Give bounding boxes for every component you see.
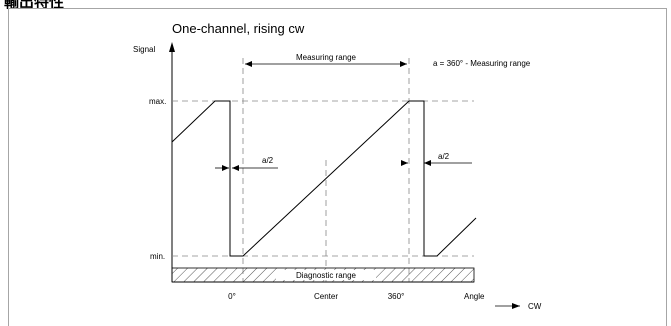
min-label: min. <box>150 252 165 261</box>
zero-degree-label: 0° <box>228 292 236 301</box>
diagnostic-range-label-bg <box>276 270 376 280</box>
a-definition-label: a = 360° - Measuring range <box>433 59 531 68</box>
diagnostic-range-label: Diagnostic range <box>296 271 357 280</box>
y-axis-label: Signal <box>133 45 155 54</box>
a-half-right-label: a/2 <box>438 152 450 161</box>
measuring-range-arrow-left <box>245 61 252 67</box>
measuring-range-arrow-right <box>400 61 407 67</box>
signal-trace <box>171 100 477 257</box>
full-turn-label: 360° <box>388 292 405 301</box>
a-half-left-label: a/2 <box>262 156 274 165</box>
max-label: max. <box>149 97 166 106</box>
page-heading: 輸出特性 <box>4 0 65 11</box>
y-axis-arrowhead <box>169 42 175 52</box>
diagram-panel <box>8 8 667 326</box>
diagram-title: One-channel, rising cw <box>172 21 305 36</box>
a-half-right-arrow-out <box>424 160 431 166</box>
cw-direction-arrowhead <box>512 303 520 309</box>
cw-label: CW <box>528 302 542 311</box>
x-axis-label: Angle <box>464 292 485 301</box>
a-half-left-arrow-out <box>232 165 239 171</box>
measuring-range-label: Measuring range <box>296 53 357 62</box>
center-label: Center <box>314 292 338 301</box>
